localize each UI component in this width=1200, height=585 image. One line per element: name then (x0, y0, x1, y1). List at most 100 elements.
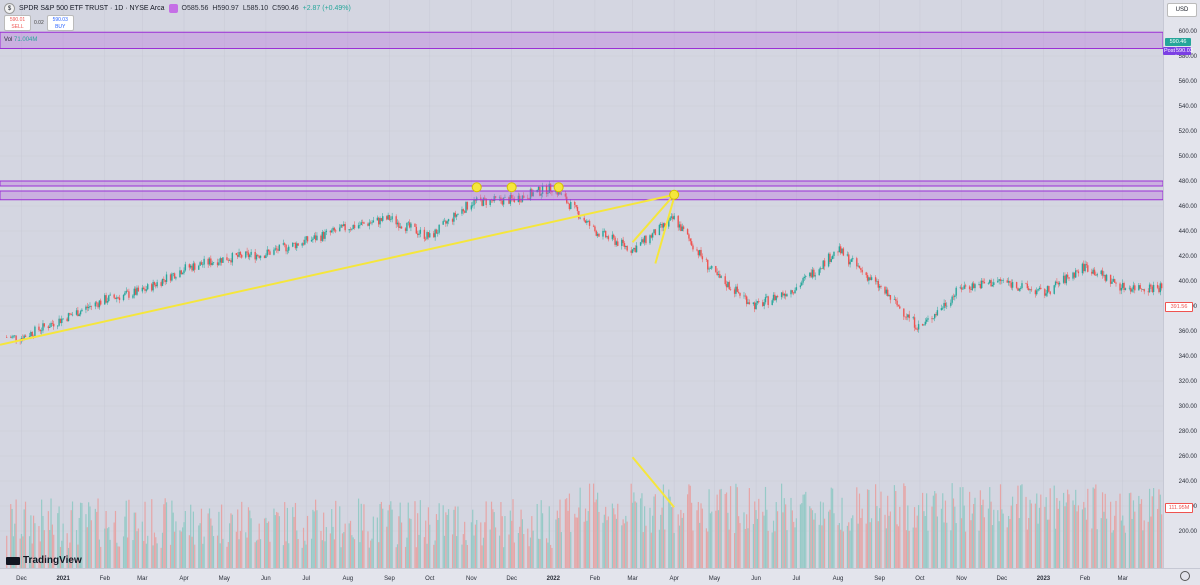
indicator-badge-icon[interactable] (168, 4, 178, 13)
volume-bar (489, 529, 491, 568)
volume-bar (541, 513, 544, 568)
volume-bar (922, 492, 924, 568)
volume-bar (621, 525, 623, 568)
candle-body (944, 302, 947, 307)
volume-bar (57, 513, 59, 568)
candle-body (1058, 282, 1061, 285)
candle-body (100, 300, 102, 305)
candle-body (755, 302, 757, 310)
candle-body (912, 317, 914, 319)
volume-bar (738, 516, 740, 568)
candle-body (771, 300, 773, 305)
candle-body (116, 297, 118, 299)
candle-body (943, 302, 945, 308)
x-tick-label: Dec (506, 576, 517, 582)
currency-selector[interactable]: USD (1167, 3, 1197, 17)
candle-body (754, 302, 756, 310)
candle-body (98, 300, 101, 308)
candle-body (419, 229, 422, 234)
candle-body (463, 211, 466, 213)
candle-body (889, 295, 892, 300)
volume-bar (128, 499, 130, 568)
volume-bar (1021, 484, 1023, 568)
volume-bar (728, 529, 730, 568)
volume-bar (1009, 518, 1011, 568)
candle-body (548, 183, 550, 194)
candle-body (396, 222, 399, 225)
volume-bar (987, 508, 990, 568)
candle-body (1131, 289, 1133, 292)
candle-body (842, 248, 845, 256)
y-tick-label: 500.00 (1179, 154, 1198, 160)
candle-body (14, 335, 16, 337)
candle-body (772, 294, 775, 301)
volume-bar (668, 489, 670, 568)
sell-button[interactable]: 590.01 SELL (4, 15, 31, 31)
candle-body (763, 302, 765, 307)
volume-bar (771, 532, 773, 568)
candle-body (288, 246, 290, 251)
volume-bar (399, 502, 401, 568)
volume-bar (595, 499, 597, 568)
volume-bar (306, 515, 309, 568)
candle-body (461, 209, 463, 214)
volume-bar (116, 542, 118, 568)
tradingview-logo[interactable]: TradingView (6, 555, 82, 566)
candle-body (1143, 289, 1145, 292)
candle-body (1002, 280, 1004, 281)
volume-bar (819, 501, 822, 568)
candle-body (747, 302, 749, 304)
y-tick-label: 580.00 (1179, 54, 1198, 60)
volume-bar (805, 491, 807, 568)
chart-plot-area[interactable] (0, 0, 1163, 568)
volume-bar (208, 508, 211, 568)
candle-body (90, 305, 93, 307)
candle-body (398, 222, 400, 228)
volume-bar (1091, 528, 1093, 568)
candle-body (484, 197, 486, 199)
candle-body (141, 287, 144, 292)
volume-bar (371, 538, 373, 568)
candle-body (940, 308, 943, 311)
candle-body (434, 229, 436, 238)
candle-body (188, 264, 191, 268)
candle-body (390, 219, 392, 221)
candle-body (805, 276, 807, 277)
volume-bar (756, 518, 759, 568)
candle-body (931, 318, 933, 320)
volume-bar (652, 515, 654, 568)
candle-body (504, 197, 506, 198)
volume-bar (955, 523, 957, 568)
price-axis[interactable]: 600.00 580.00 560.00 540.00 520.00 500.00 480.… (1163, 0, 1200, 568)
volume-bar (173, 531, 176, 568)
volume-bar (803, 494, 806, 568)
candle-body (156, 282, 158, 287)
time-axis[interactable]: Dec 2021 Feb Mar Apr May Jun Jul Aug Sep Oct Nov Dec… (0, 568, 1200, 585)
volume-bar (664, 529, 666, 568)
symbol-title[interactable]: SPDR S&P 500 ETF TRUST · 1D · NYSE Arca (19, 5, 165, 12)
candle-body (249, 254, 251, 258)
last-price-label: 590.46 (1165, 38, 1191, 46)
candle-body (780, 292, 783, 298)
settings-gear-icon[interactable] (1180, 571, 1190, 581)
buy-button[interactable]: 590.03 BUY (46, 15, 74, 31)
volume-legend[interactable]: Vol 71.004M (4, 37, 37, 43)
candle-body (801, 282, 803, 286)
candle-body (1142, 289, 1144, 290)
volume-bar (927, 530, 929, 568)
ohlc-low: L585.10 (242, 5, 269, 12)
candle-body (1006, 280, 1008, 283)
candlestick-chart[interactable] (0, 0, 1163, 568)
volume-bar (12, 536, 15, 568)
candle-body (850, 259, 853, 262)
volume-bar (869, 522, 871, 568)
ohlc-high: H590.97 (212, 5, 239, 12)
volume-bar (720, 488, 722, 568)
candle-body (1076, 270, 1078, 272)
volume-bar (339, 506, 341, 568)
candle-body (1007, 280, 1010, 283)
volume-bar (1101, 492, 1104, 568)
candle-body (971, 283, 974, 290)
candle-body (838, 246, 841, 253)
volume-bar (404, 546, 407, 568)
